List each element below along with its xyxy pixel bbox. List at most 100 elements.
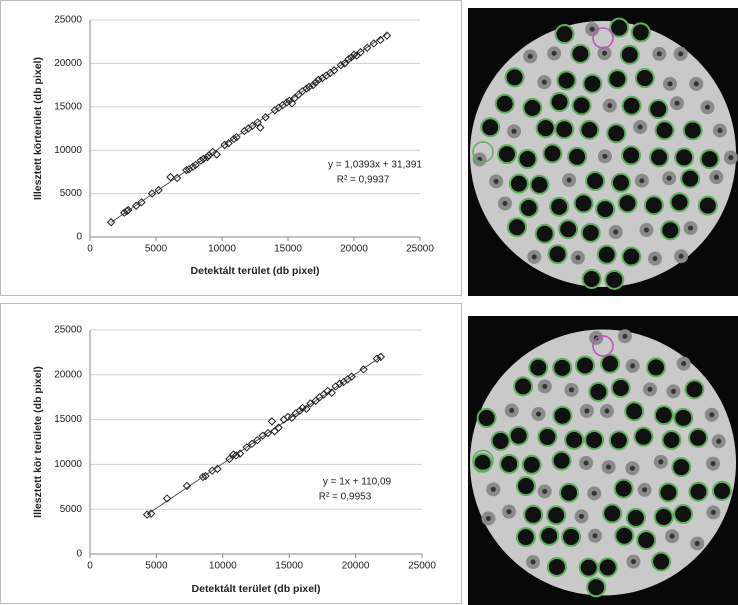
x-tick-label: 10000 [209, 561, 237, 572]
pore [671, 193, 689, 211]
pore [510, 175, 528, 193]
grain-core [584, 460, 589, 465]
x-tick-label: 5000 [145, 244, 168, 255]
pore [622, 146, 640, 164]
y-tick-label: 25000 [54, 15, 82, 26]
grain-core [711, 461, 716, 466]
x-tick-label: 25000 [406, 244, 434, 255]
x-tick-label: 15000 [274, 244, 302, 255]
grain-core [590, 27, 595, 32]
pore [583, 75, 601, 93]
pore [596, 200, 614, 218]
grain-core [542, 80, 547, 85]
pore [713, 482, 731, 500]
pore [500, 455, 518, 473]
pore [551, 93, 569, 111]
micrograph-content [470, 329, 736, 596]
pore [548, 558, 566, 576]
pore [517, 477, 535, 495]
grain-core [644, 228, 649, 233]
grain-core [593, 533, 598, 538]
trendline-equation: y = 1,0393x + 31,391 [328, 160, 422, 171]
grain-core [569, 387, 574, 392]
grain-core [542, 489, 547, 494]
pore [496, 95, 514, 113]
pore [619, 194, 637, 212]
grain-core [532, 254, 537, 259]
pore [549, 245, 567, 263]
pore [523, 456, 541, 474]
grain-core [613, 230, 618, 235]
pore [610, 431, 628, 449]
pore [650, 148, 668, 166]
y-tick-label: 5000 [60, 188, 83, 199]
pore [510, 427, 528, 445]
grain-core [671, 389, 676, 394]
grain-core [567, 178, 572, 183]
grain-core [622, 334, 627, 339]
x-tick-label: 20000 [340, 244, 368, 255]
pore [608, 70, 626, 88]
x-axis-title: Detektált terület (db pixel) [191, 265, 320, 277]
y-tick-label: 20000 [54, 369, 82, 380]
pore [530, 176, 548, 194]
pore [565, 431, 583, 449]
pore [645, 196, 663, 214]
grain-core [592, 491, 597, 496]
y-tick-label: 0 [76, 549, 82, 560]
grain-core [552, 51, 557, 56]
pore [508, 218, 526, 236]
pore [675, 148, 693, 166]
x-tick-label: 15000 [275, 561, 303, 572]
pore [506, 68, 524, 86]
pore [587, 578, 605, 596]
grain-core [668, 81, 673, 86]
pore [689, 483, 707, 501]
grain-core [714, 175, 719, 180]
pore [560, 484, 578, 502]
grain-core [542, 384, 547, 389]
grain-core [694, 81, 699, 86]
y-tick-label: 15000 [54, 414, 82, 425]
grain-core [602, 51, 607, 56]
pore [662, 431, 680, 449]
grain-core [642, 487, 647, 492]
pore [674, 409, 692, 427]
pore [553, 407, 571, 425]
pore [672, 458, 690, 476]
pore [538, 428, 556, 446]
pore [636, 69, 654, 87]
grain-core [717, 128, 722, 133]
y-tick-label: 5000 [60, 504, 83, 515]
grain-core [695, 541, 700, 546]
pore [555, 120, 573, 138]
grain-core [657, 51, 662, 56]
grain-core [486, 516, 491, 521]
pore [568, 148, 586, 166]
pore [536, 225, 554, 243]
trendline-equation: y = 1x + 110,09 [323, 477, 392, 488]
grain-core [575, 255, 580, 260]
pore [520, 199, 538, 217]
pore [547, 506, 565, 524]
pore [575, 194, 593, 212]
grain-core [658, 459, 663, 464]
grain-core [688, 226, 693, 231]
grain-core [512, 129, 517, 134]
pore [637, 531, 655, 549]
grain-core [711, 510, 716, 515]
trendline-equation: R² = 0,9953 [319, 492, 372, 503]
y-axis-title: Illesztett kör területe (db pixel) [32, 366, 44, 518]
pore [647, 358, 665, 376]
pore [599, 558, 617, 576]
grain-core [638, 125, 643, 130]
grain-core [494, 179, 499, 184]
pore [598, 246, 616, 264]
pore [625, 402, 643, 420]
grain-core [631, 559, 636, 564]
grain-core [502, 201, 507, 206]
grain-core [667, 176, 672, 181]
pore [586, 172, 604, 190]
x-tick-label: 0 [87, 244, 93, 255]
x-axis-title: Detektált terület (db pixel) [192, 583, 321, 595]
